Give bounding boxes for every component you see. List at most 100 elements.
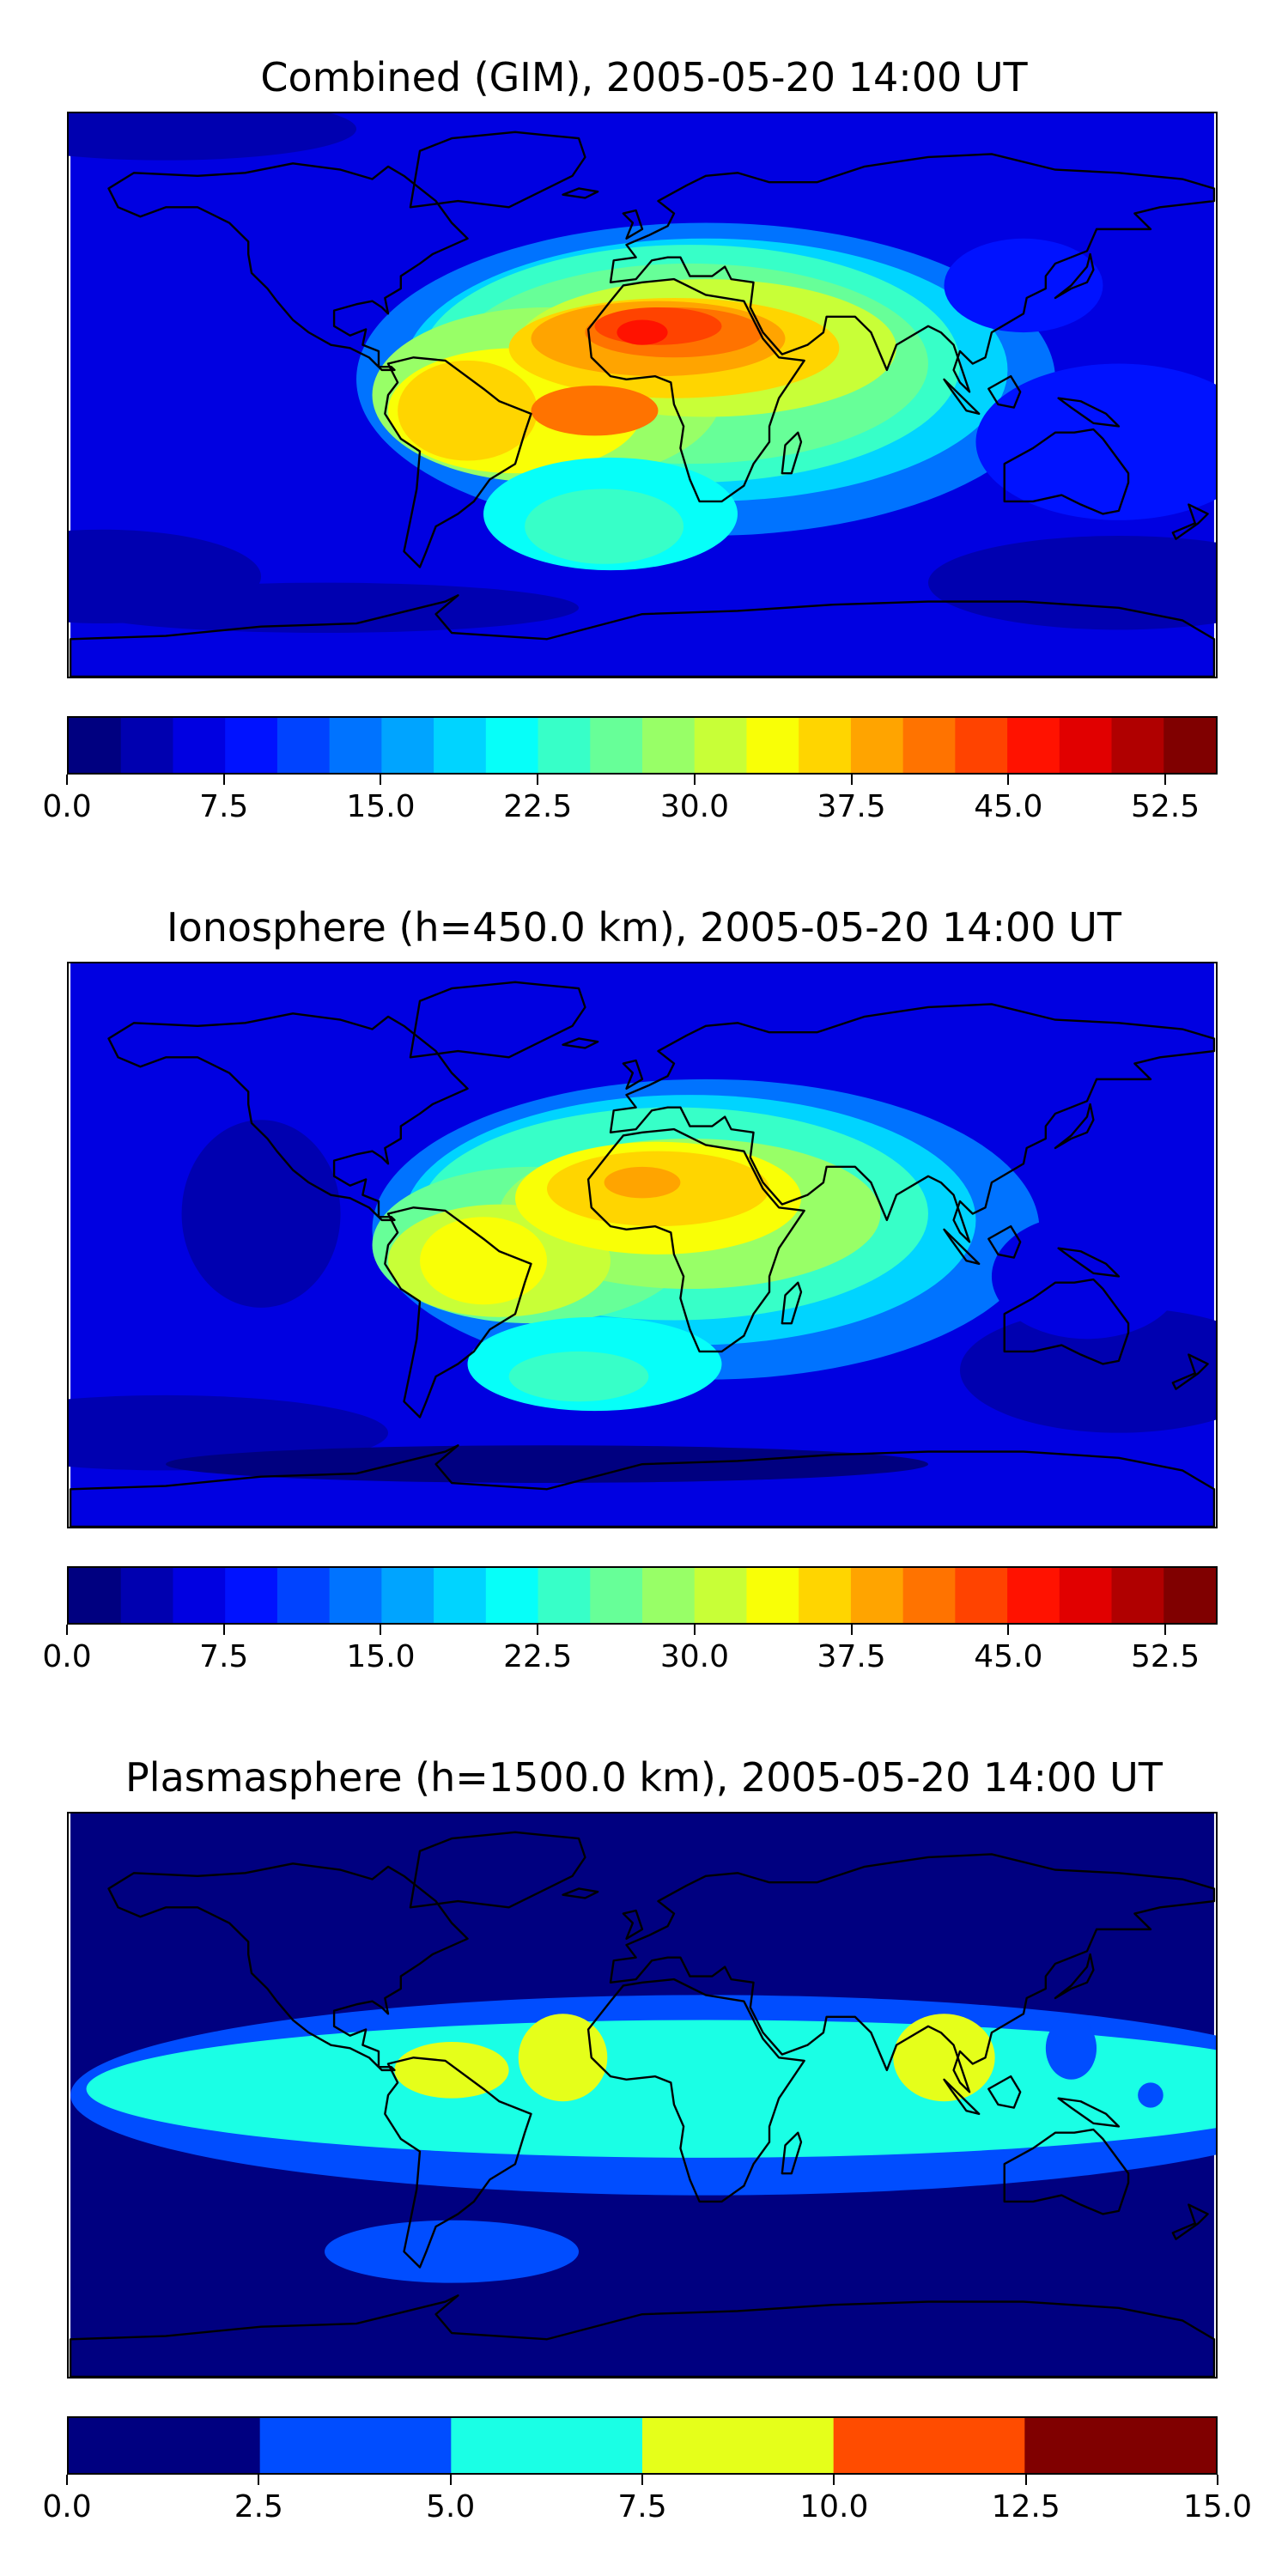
- colorbar-band: [329, 1568, 382, 1623]
- colorbar-band: [955, 718, 1008, 773]
- colorbar-tick-mark: [1217, 2475, 1218, 2485]
- contour-region: [944, 238, 1103, 333]
- colorbar-band: [833, 2418, 1025, 2473]
- colorbar-band: [694, 718, 748, 773]
- colorbar-bands: [69, 718, 1216, 773]
- contour-region: [604, 1166, 681, 1199]
- contour-region: [420, 1217, 548, 1305]
- colorbar-band: [434, 718, 487, 773]
- colorbar-band: [850, 718, 904, 773]
- colorbar-band: [259, 2418, 452, 2473]
- colorbar-band: [276, 718, 331, 773]
- colorbar-band: [694, 1568, 748, 1623]
- coastline: [1057, 1247, 1121, 1278]
- coastline: [943, 378, 981, 416]
- contour-region: [991, 1213, 1182, 1340]
- coastline: [107, 162, 469, 372]
- tec-contour-map: [69, 963, 1216, 1527]
- map-plot: [67, 962, 1218, 1528]
- coastline: [1054, 252, 1095, 300]
- colorbar-band: [225, 1568, 278, 1623]
- coastline: [1054, 1953, 1095, 2000]
- colorbar-tick-label: 15.0: [1182, 2489, 1253, 2524]
- contour-region: [1045, 2016, 1097, 2080]
- contour-region: [166, 1445, 928, 1483]
- colorbar-tick-mark: [1164, 1625, 1167, 1635]
- colorbar-band: [120, 1568, 174, 1623]
- colorbar-tick-label: 7.5: [617, 2489, 667, 2524]
- colorbar-bands: [69, 2418, 1216, 2473]
- colorbar-tick-label: 7.5: [199, 789, 249, 824]
- contour-region: [69, 113, 356, 161]
- colorbar-band: [1111, 718, 1164, 773]
- contour-region: [975, 363, 1216, 520]
- contour-region: [518, 2014, 608, 2102]
- colorbar-band: [538, 718, 591, 773]
- contour-region: [893, 2014, 995, 2102]
- contour-region: [325, 2220, 580, 2283]
- colorbar-ticks: 0.0 7.5 15.0 22.5 30.0 37.5 45.0 52.5: [42, 1625, 1218, 1676]
- colorbar-band: [902, 718, 956, 773]
- colorbar-band: [434, 1568, 487, 1623]
- coastline: [781, 431, 803, 475]
- colorbar-band: [1024, 2418, 1216, 2473]
- colorbar-tick-mark: [693, 1625, 696, 1635]
- colorbar-tick-label: 37.5: [817, 1639, 886, 1674]
- colorbar-tick-mark: [1007, 775, 1010, 785]
- colorbar-tick-mark: [66, 775, 68, 785]
- colorbar-band: [485, 1568, 539, 1623]
- coastline: [1171, 1353, 1209, 1390]
- colorbar-tick-label: 0.0: [42, 2489, 92, 2524]
- contour-region: [531, 386, 659, 436]
- colorbar-tick-mark: [66, 1625, 68, 1635]
- contour-region: [181, 1120, 341, 1308]
- coastline: [1003, 428, 1130, 515]
- colorbar-band: [799, 718, 852, 773]
- contour-region: [928, 536, 1216, 630]
- colorbar-band: [69, 1568, 122, 1623]
- colorbar-band: [746, 1568, 799, 1623]
- chart-title: Combined (GIM), 2005-05-20 14:00 UT: [260, 54, 1028, 100]
- colorbar: [67, 2416, 1218, 2475]
- coastline: [562, 1037, 599, 1049]
- colorbar-tick-mark: [693, 775, 696, 785]
- coastline: [781, 2131, 803, 2175]
- map-plot: [67, 112, 1218, 678]
- colorbar-tick-mark: [1007, 1625, 1010, 1635]
- colorbar-tick-mark: [537, 1625, 539, 1635]
- colorbar-band: [69, 718, 122, 773]
- colorbar-band: [1059, 718, 1113, 773]
- colorbar-tick-mark: [1024, 2475, 1027, 2485]
- colorbar-band: [1007, 718, 1060, 773]
- coastline: [943, 1228, 981, 1266]
- contour-region: [394, 2042, 509, 2099]
- tec-contour-map: [69, 113, 1216, 677]
- colorbar-band: [69, 2418, 261, 2473]
- colorbar-band: [225, 718, 278, 773]
- colorbar-tick-label: 7.5: [199, 1639, 249, 1674]
- colorbar-band: [902, 1568, 956, 1623]
- colorbar-band: [590, 1568, 643, 1623]
- colorbar-band: [329, 718, 382, 773]
- coastline: [384, 2057, 532, 2269]
- colorbar-tick-mark: [449, 2475, 452, 2485]
- colorbar-band: [746, 718, 799, 773]
- coastline: [586, 1978, 805, 2203]
- colorbar-ticks: 0.0 7.5 15.0 22.5 30.0 37.5 45.0 52.5: [42, 775, 1218, 826]
- coastline: [409, 1831, 586, 1909]
- coastline: [69, 594, 1216, 677]
- coastline: [586, 1127, 805, 1353]
- coastline: [69, 2294, 1216, 2377]
- coastline: [409, 131, 586, 209]
- colorbar-tick-label: 22.5: [503, 1639, 573, 1674]
- colorbar-tick-label: 37.5: [817, 789, 886, 824]
- coastline: [562, 187, 599, 199]
- coastline: [609, 1003, 1216, 1243]
- colorbar-band: [276, 1568, 331, 1623]
- contour-region: [398, 360, 538, 461]
- colorbar-band: [538, 1568, 591, 1623]
- colorbar-tick-label: 52.5: [1131, 1639, 1200, 1674]
- colorbar-band: [642, 2418, 835, 2473]
- contour-region: [1138, 2082, 1163, 2108]
- tec-contour-map: [69, 1814, 1216, 2377]
